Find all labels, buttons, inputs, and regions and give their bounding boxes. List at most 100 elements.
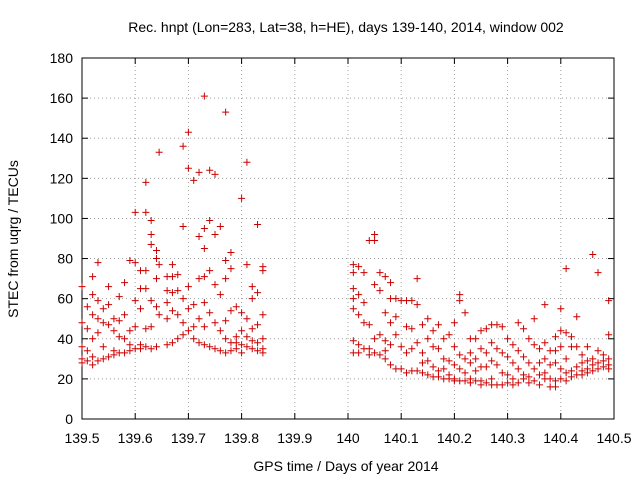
data-point [216, 222, 224, 230]
data-point [381, 337, 389, 345]
data-point [152, 303, 160, 311]
data-point [89, 361, 97, 369]
data-point [184, 164, 192, 172]
data-point [541, 369, 549, 377]
data-point [222, 335, 230, 343]
data-point [174, 271, 182, 279]
data-point [504, 353, 512, 361]
data-point [126, 257, 134, 265]
x-tick-label: 139.8 [224, 430, 259, 446]
x-tick-labels: 139.5 139.6 139.7 139.8 139.9 140 140.1 140.2 14… [64, 430, 631, 446]
x-axis-label: GPS time / Days of year 2014 [253, 458, 438, 474]
data-point [530, 365, 538, 373]
data-point [355, 291, 363, 299]
data-point [115, 317, 123, 325]
data-point [371, 230, 379, 238]
data-point [536, 359, 544, 367]
data-point [466, 379, 474, 387]
data-point [349, 261, 357, 269]
data-point [450, 343, 458, 351]
data-point [152, 255, 160, 263]
data-point [89, 311, 97, 319]
data-point [514, 379, 522, 387]
data-point [211, 281, 219, 289]
data-point [105, 283, 113, 291]
data-point [605, 355, 613, 363]
data-point [121, 335, 129, 343]
data-point [147, 345, 155, 353]
data-point [418, 321, 426, 329]
y-tick-label: 180 [50, 50, 74, 66]
data-point [445, 331, 453, 339]
data-point [488, 357, 496, 365]
data-point [206, 166, 214, 174]
data-point [578, 351, 586, 359]
data-point [557, 343, 565, 351]
data-point [89, 291, 97, 299]
x-tick-label: 139.9 [277, 430, 312, 446]
data-point [562, 329, 570, 337]
data-point [216, 327, 224, 335]
data-point [450, 319, 458, 327]
data-point [163, 341, 171, 349]
x-tick-label: 140.3 [490, 430, 525, 446]
data-point [605, 297, 613, 305]
data-point [562, 377, 570, 385]
data-point [562, 369, 570, 377]
data-point [222, 317, 230, 325]
data-point [349, 305, 357, 313]
data-point [599, 363, 607, 371]
data-point [509, 381, 517, 389]
data-point [115, 293, 123, 301]
data-point [137, 305, 145, 313]
data-point [418, 359, 426, 367]
data-point [562, 265, 570, 273]
data-point [456, 351, 464, 359]
data-point [200, 224, 208, 232]
x-tick-label: 140.5 [596, 430, 631, 446]
y-tick-labels: 0 20 40 60 80 100 120 140 160 180 [50, 50, 74, 427]
data-point [155, 148, 163, 156]
data-point [355, 311, 363, 319]
data-point [110, 315, 118, 323]
data-point [195, 232, 203, 240]
data-point [413, 275, 421, 283]
data-point [195, 168, 203, 176]
data-point [520, 375, 528, 383]
data-point [392, 313, 400, 321]
data-point [211, 230, 219, 238]
data-point [243, 343, 251, 351]
data-point [206, 343, 214, 351]
data-point [94, 357, 102, 365]
data-point [243, 261, 251, 269]
data-point [424, 335, 432, 343]
data-point [530, 377, 538, 385]
data-point [429, 363, 437, 371]
data-point [440, 335, 448, 343]
data-point [477, 345, 485, 353]
data-point [381, 309, 389, 317]
data-point [227, 307, 235, 315]
data-point [121, 279, 129, 287]
data-point [105, 321, 113, 329]
data-point [466, 349, 474, 357]
data-point [184, 128, 192, 136]
data-point [387, 319, 395, 327]
data-point [254, 220, 262, 228]
data-point [238, 341, 246, 349]
data-point [94, 315, 102, 323]
x-tick-label: 139.7 [171, 430, 206, 446]
data-point [89, 353, 97, 361]
data-point [371, 281, 379, 289]
data-point [222, 349, 230, 357]
data-point [525, 373, 533, 381]
data-point [429, 343, 437, 351]
data-point [440, 355, 448, 363]
data-point [243, 158, 251, 166]
x-tick-label: 140.4 [543, 430, 578, 446]
data-point [365, 345, 373, 353]
data-point [174, 311, 182, 319]
data-point [599, 357, 607, 365]
data-point [403, 323, 411, 331]
data-point [115, 333, 123, 341]
